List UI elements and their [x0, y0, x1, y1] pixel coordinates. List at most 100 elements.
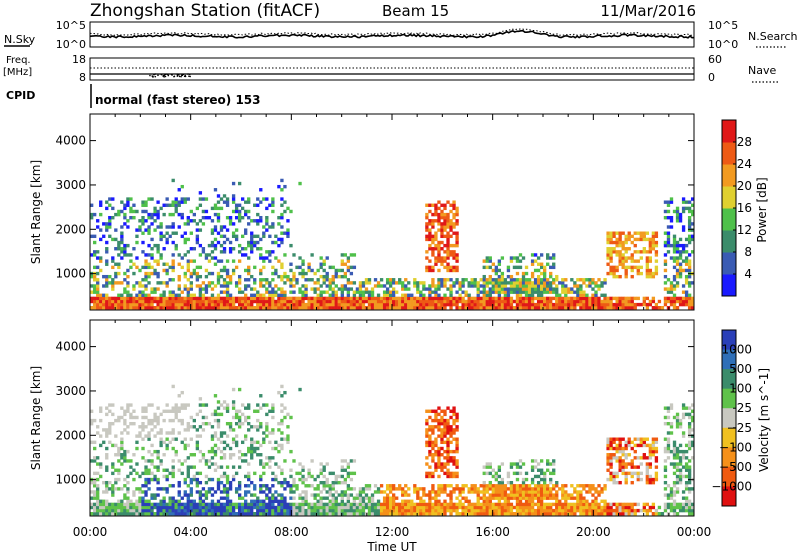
power-cell — [247, 200, 251, 204]
power-cell — [186, 299, 190, 304]
velocity-cell — [195, 502, 200, 507]
power-cell — [512, 281, 517, 285]
velocity-cell — [286, 440, 290, 445]
power-cell — [549, 274, 553, 279]
velocity-cell — [388, 508, 393, 513]
power-cell — [470, 296, 474, 301]
velocity-cell — [105, 465, 109, 469]
power-cell — [204, 215, 209, 220]
velocity-cell — [156, 493, 160, 497]
power-cell — [657, 299, 662, 304]
power-cell — [99, 306, 103, 310]
velocity-cell — [189, 493, 193, 497]
velocity-cell — [129, 403, 133, 407]
velocity-cell — [135, 512, 139, 516]
power-cell — [467, 296, 471, 301]
velocity-cell — [144, 480, 148, 485]
power-cell — [675, 219, 680, 223]
power-cell — [515, 302, 520, 307]
power-cell — [150, 222, 154, 226]
power-cell — [135, 302, 139, 307]
velocity-cell — [443, 409, 447, 413]
velocity-cell — [485, 465, 489, 469]
velocity-cell — [180, 406, 184, 410]
power-cell — [443, 296, 447, 301]
power-cell — [642, 302, 646, 307]
velocity-cell — [156, 512, 160, 516]
velocity-cell — [437, 418, 441, 423]
power-cell — [331, 299, 335, 304]
power-cell — [186, 262, 190, 266]
power-cell — [343, 253, 347, 257]
velocity-cell — [425, 418, 429, 423]
power-cell — [307, 306, 311, 310]
power-cell — [141, 250, 145, 254]
power-cell — [500, 299, 505, 304]
velocity-cell — [328, 493, 332, 497]
power-cell — [102, 274, 106, 279]
power-cell — [132, 271, 136, 276]
power-cell — [141, 203, 145, 207]
velocity-cell — [564, 502, 568, 507]
velocity-cell — [364, 487, 369, 491]
velocity-cell — [530, 459, 535, 463]
power-cell — [392, 281, 396, 285]
velocity-cell — [286, 412, 290, 417]
power-cell — [618, 253, 622, 257]
power-cell — [690, 296, 695, 301]
velocity-cell — [594, 496, 598, 500]
velocity-cell — [256, 512, 260, 516]
velocity-cell — [144, 477, 148, 482]
velocity-cell — [159, 437, 163, 441]
velocity-cell — [464, 499, 468, 503]
power-cell — [458, 287, 462, 291]
power-cell — [672, 265, 677, 270]
power-cell — [96, 296, 100, 301]
velocity-cell — [225, 499, 230, 503]
colorbar-swatch — [722, 164, 736, 187]
power-cell — [385, 302, 390, 307]
power-cell — [247, 222, 251, 226]
power-cell — [129, 265, 133, 270]
power-cell — [660, 306, 665, 310]
power-cell — [449, 296, 453, 301]
power-cell — [440, 209, 444, 214]
velocity-cell — [114, 502, 118, 507]
velocity-cell — [289, 487, 293, 491]
power-cell — [446, 299, 450, 304]
power-cell — [183, 237, 187, 242]
velocity-cell — [407, 499, 411, 503]
velocity-cell — [364, 493, 369, 497]
power-cell — [419, 299, 423, 304]
power-cell — [216, 293, 221, 297]
power-cell — [111, 206, 115, 211]
power-cell — [678, 219, 683, 223]
power-cell — [497, 293, 502, 297]
velocity-cell — [328, 484, 332, 488]
power-cell — [189, 284, 193, 288]
power-cell — [132, 203, 136, 207]
power-cell — [280, 299, 284, 304]
power-cell — [93, 274, 97, 279]
velocity-cell — [395, 487, 399, 491]
power-cell — [642, 247, 646, 251]
power-cell — [669, 290, 674, 294]
velocity-cell — [271, 505, 275, 510]
velocity-cell — [497, 487, 502, 491]
power-cell — [352, 281, 357, 285]
velocity-cell — [201, 508, 206, 513]
power-cell — [247, 271, 251, 276]
power-cell — [485, 302, 489, 307]
power-cell — [259, 188, 263, 192]
velocity-cell — [470, 505, 474, 510]
power-cell — [370, 293, 375, 297]
power-cell — [503, 293, 508, 297]
velocity-cell — [392, 499, 396, 503]
velocity-cell — [195, 508, 200, 513]
power-cell — [358, 284, 363, 288]
velocity-cell — [171, 512, 175, 516]
velocity-cell — [533, 487, 538, 491]
velocity-cell — [129, 508, 133, 513]
velocity-cell — [437, 434, 441, 438]
power-cell — [500, 302, 505, 307]
